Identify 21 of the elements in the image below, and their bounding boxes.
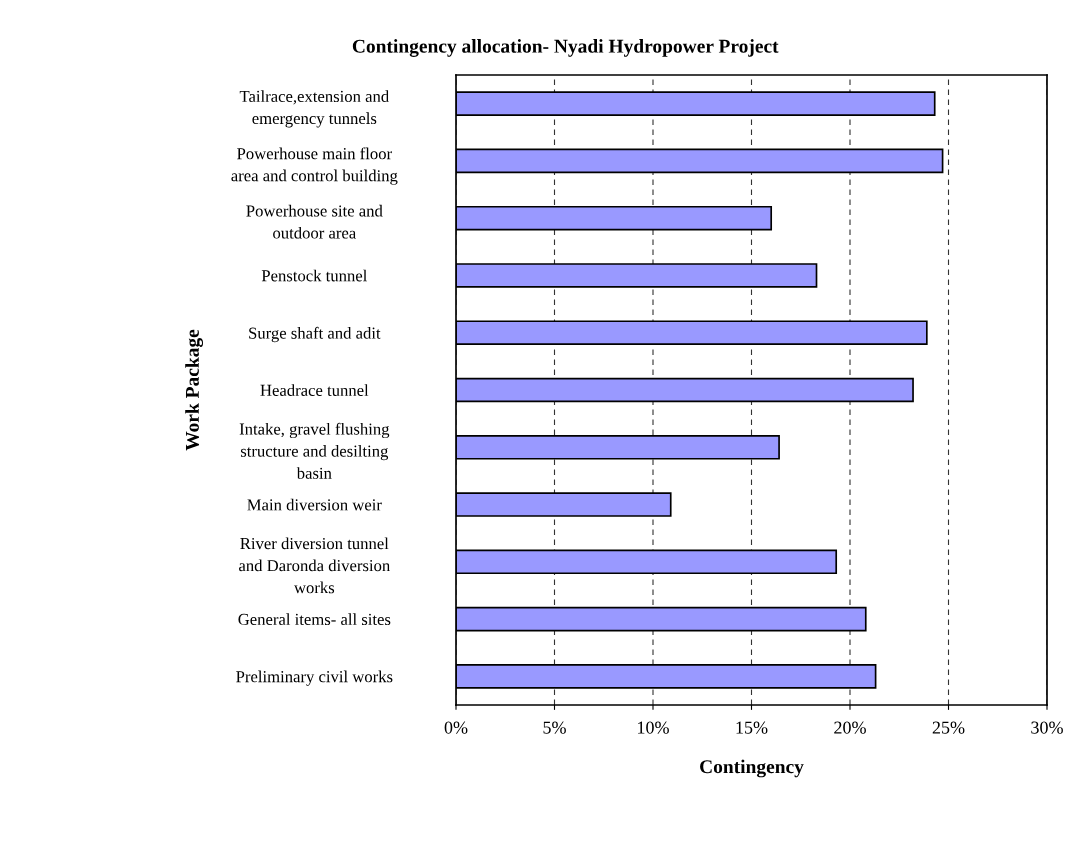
y-tick-label: Intake, gravel flushing structure and desilting basin [239, 422, 390, 479]
y-tick-label: Headrace tunnel [260, 384, 369, 396]
x-tick-label: 5% [543, 721, 566, 734]
y-tick-label: Surge shaft and adit [249, 326, 381, 343]
x-tick-label: 20% [834, 721, 866, 734]
y-tick-label: General items- all sites [238, 613, 391, 626]
x-tick-label: 15% [736, 721, 768, 734]
x-axis-title: Contingency [700, 759, 804, 778]
x-tick-label: 0% [444, 721, 468, 734]
x-tick-label: 30% [1031, 721, 1063, 734]
y-tick-label: Preliminary civil works [236, 670, 393, 686]
y-tick-label: Penstock tunnel [261, 269, 367, 282]
y-tick-label: Powerhouse main floor area and control building [231, 147, 398, 185]
y-tick-label: Tailrace,extension and emergency tunnels [239, 90, 389, 128]
y-tick-label: Powerhouse site and outdoor area [246, 204, 383, 239]
chart-title: Contingency allocation- Nyadi Hydropower Project [352, 39, 779, 57]
y-axis-title: Work Package [185, 329, 204, 451]
x-tick-label: 10% [638, 721, 669, 734]
x-tick-label: 25% [932, 721, 965, 734]
y-tick-label: Main diversion weir [247, 498, 382, 511]
y-tick-label: River diversion tunnel and Daronda diversion works [239, 537, 390, 594]
